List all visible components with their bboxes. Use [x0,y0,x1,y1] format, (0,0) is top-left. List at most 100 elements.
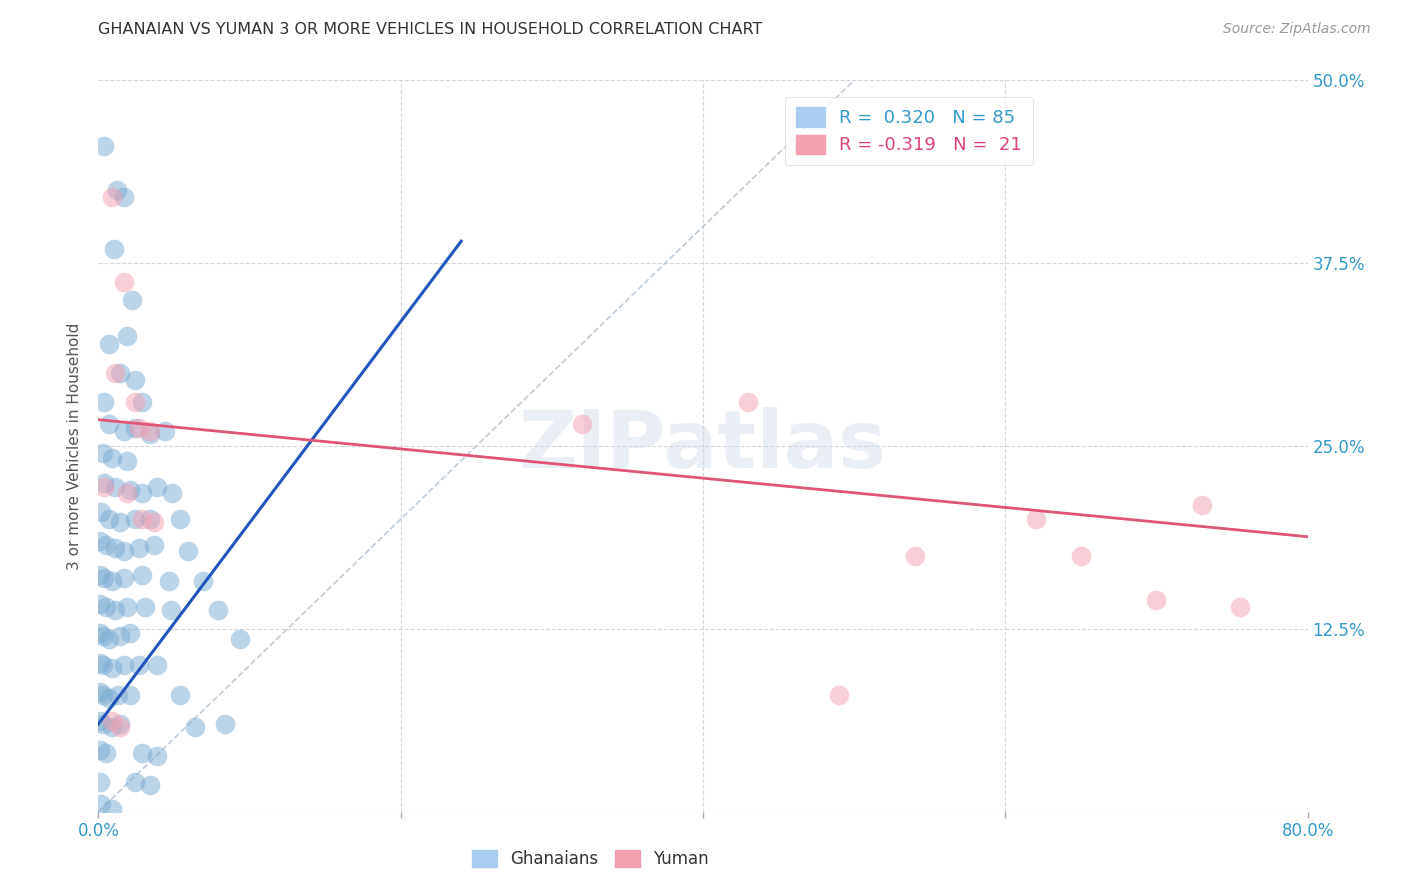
Point [131,567,153,582]
Point [108,515,131,529]
Point [101,574,124,588]
Point [112,544,135,558]
Point [101,190,124,204]
Point [91,717,114,731]
Point [159,574,181,588]
Point [131,395,153,409]
Point [93,571,115,585]
Point [112,571,135,585]
Text: Source: ZipAtlas.com: Source: ZipAtlas.com [1223,22,1371,37]
Point [207,603,229,617]
Point [143,515,166,529]
Point [89,775,111,789]
Point [139,512,162,526]
Point [108,366,131,380]
Point [107,688,129,702]
Point [1191,498,1213,512]
Point [89,626,111,640]
Point [93,475,115,490]
Point [94,539,117,553]
Point [101,714,124,728]
Point [90,505,112,519]
Point [115,329,138,343]
Point [128,421,150,435]
Point [146,480,169,494]
Point [124,775,146,789]
Point [98,417,121,431]
Point [112,190,135,204]
Point [737,395,759,409]
Point [89,534,111,549]
Point [108,629,131,643]
Point [169,688,191,702]
Point [169,512,191,526]
Point [98,512,121,526]
Point [131,746,153,760]
Point [124,395,146,409]
Point [104,366,127,380]
Point [112,658,135,673]
Legend: Ghanaians, Yuman: Ghanaians, Yuman [465,843,716,875]
Point [90,797,112,812]
Point [101,720,124,734]
Point [89,685,111,699]
Point [94,599,117,614]
Point [93,395,115,409]
Point [98,690,121,705]
Point [1024,512,1046,526]
Point [121,293,143,307]
Point [162,485,184,500]
Point [139,427,162,442]
Y-axis label: 3 or more Vehicles in Household: 3 or more Vehicles in Household [67,322,83,570]
Point [101,661,124,675]
Point [115,453,138,467]
Point [115,599,138,614]
Point [98,336,121,351]
Point [108,717,131,731]
Point [112,425,135,439]
Point [191,574,214,588]
Point [1229,599,1251,614]
Point [104,541,127,556]
Point [108,720,131,734]
Point [103,242,125,256]
Point [93,480,115,494]
Point [89,656,111,670]
Point [128,658,150,673]
Point [184,720,207,734]
Point [91,658,114,673]
Point [89,743,111,757]
Point [214,717,236,731]
Point [1144,592,1167,607]
Point [93,139,115,153]
Point [120,483,142,497]
Point [104,603,127,617]
Point [828,688,851,702]
Point [131,485,153,500]
Point [124,421,146,435]
Point [229,632,252,646]
Point [91,446,114,460]
Point [571,417,593,431]
Point [139,778,162,792]
Point [105,183,128,197]
Point [146,658,169,673]
Point [120,688,142,702]
Point [115,485,138,500]
Text: GHANAIAN VS YUMAN 3 OR MORE VEHICLES IN HOUSEHOLD CORRELATION CHART: GHANAIAN VS YUMAN 3 OR MORE VEHICLES IN … [98,22,763,37]
Point [146,749,169,764]
Point [131,512,153,526]
Point [139,425,162,439]
Point [134,599,156,614]
Point [98,632,121,646]
Text: ZIPatlas: ZIPatlas [519,407,887,485]
Point [101,802,124,816]
Legend: R =  0.320   N = 85, R = -0.319   N =  21: R = 0.320 N = 85, R = -0.319 N = 21 [785,96,1032,165]
Point [904,549,927,563]
Point [124,373,146,387]
Point [104,480,127,494]
Point [91,629,114,643]
Point [124,512,146,526]
Point [89,597,111,611]
Point [120,626,142,640]
